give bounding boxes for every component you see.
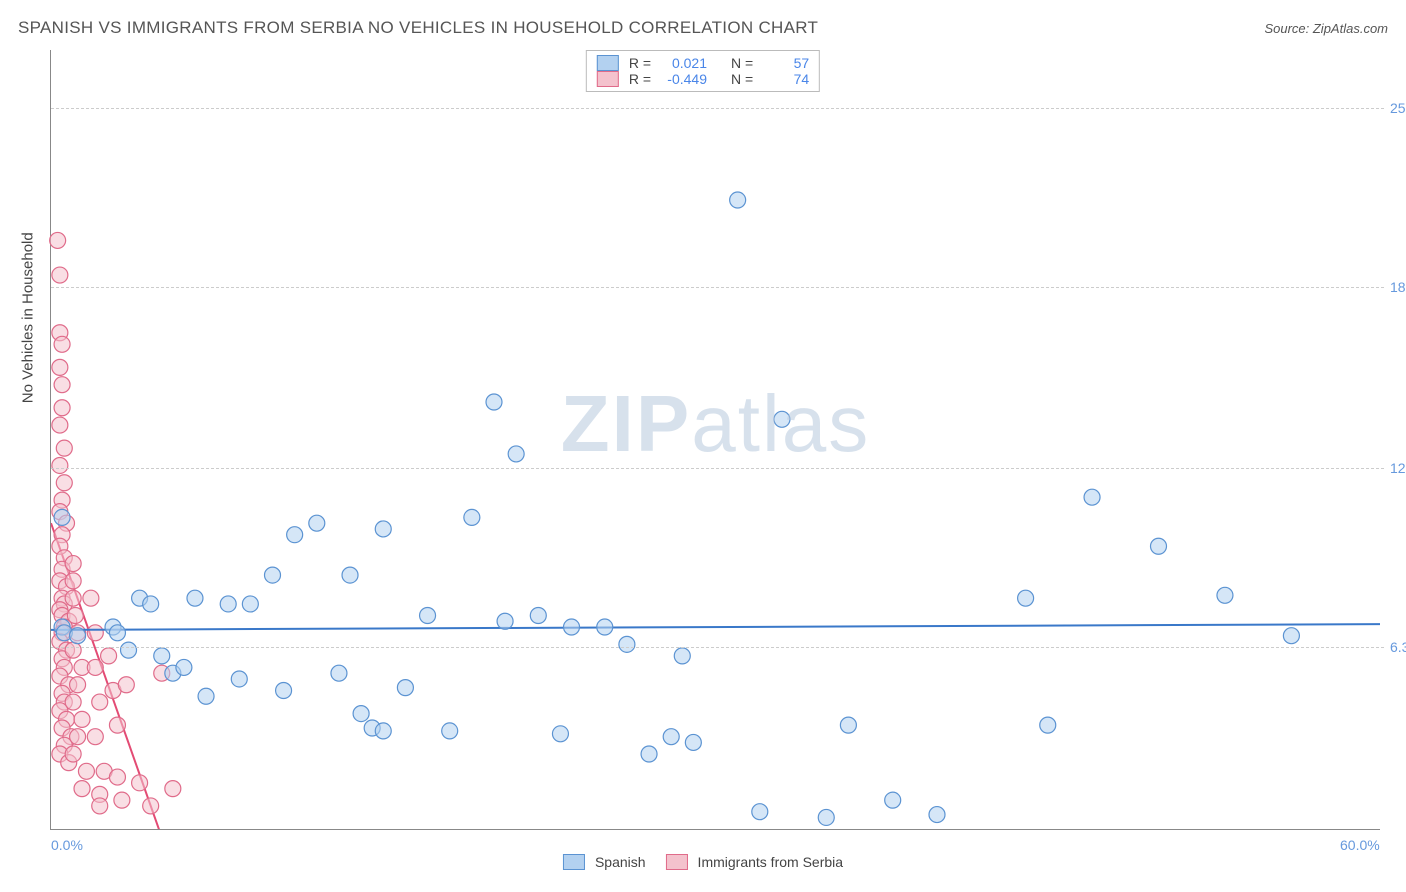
r-label: R = [629,55,651,71]
chart-title: SPANISH VS IMMIGRANTS FROM SERBIA NO VEH… [18,18,818,38]
legend-item-serbia: Immigrants from Serbia [666,854,843,870]
legend-row-serbia: R = -0.449 N = 74 [597,71,809,87]
header: SPANISH VS IMMIGRANTS FROM SERBIA NO VEH… [18,18,1388,38]
legend-row-spanish: R = 0.021 N = 57 [597,55,809,71]
source-label: Source: ZipAtlas.com [1264,21,1388,36]
correlation-legend: R = 0.021 N = 57 R = -0.449 N = 74 [586,50,820,92]
swatch-spanish-bottom [563,854,585,870]
swatch-serbia-bottom [666,854,688,870]
r-value-spanish: 0.021 [657,55,707,71]
y-axis-label: No Vehicles in Household [20,232,37,403]
legend-label-spanish: Spanish [595,854,646,870]
legend-item-spanish: Spanish [563,854,646,870]
r-label: R = [629,71,651,87]
n-label: N = [731,71,753,87]
series-legend: Spanish Immigrants from Serbia [563,854,843,870]
n-value-serbia: 74 [759,71,809,87]
n-label: N = [731,55,753,71]
swatch-serbia [597,71,619,87]
plot-svg [51,50,1380,829]
r-value-serbia: -0.449 [657,71,707,87]
chart-area: ZIPatlas 6.3%12.5%18.8%25.0%0.0%60.0% [50,50,1380,830]
n-value-spanish: 57 [759,55,809,71]
legend-label-serbia: Immigrants from Serbia [698,854,843,870]
swatch-spanish [597,55,619,71]
